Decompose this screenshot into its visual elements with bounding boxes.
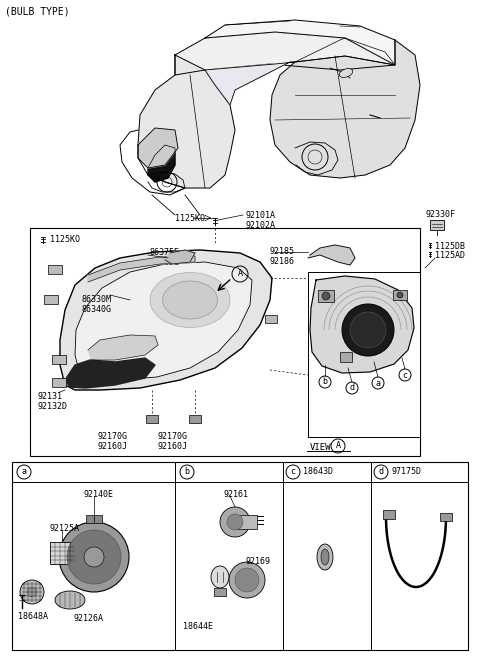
Ellipse shape [211, 566, 229, 588]
Bar [235, 515, 257, 529]
Bar [308, 272, 420, 437]
Ellipse shape [150, 272, 230, 327]
Text: a: a [22, 468, 26, 476]
Bar [30, 228, 420, 456]
Polygon shape [308, 245, 355, 265]
Text: 92170G: 92170G [158, 432, 188, 441]
Text: 1125AD: 1125AD [435, 251, 465, 260]
Text: c: c [403, 371, 408, 380]
Circle shape [235, 568, 259, 592]
Text: 92186: 92186 [270, 257, 295, 266]
Text: 92160J: 92160J [158, 442, 188, 451]
Text: 92185: 92185 [270, 247, 295, 256]
Text: 18644E: 18644E [183, 622, 213, 631]
Text: 92126A: 92126A [74, 614, 104, 623]
Bar [393, 290, 407, 300]
Bar [48, 265, 62, 274]
Bar [430, 220, 444, 230]
Text: 92169: 92169 [245, 557, 270, 566]
Text: 86340G: 86340G [82, 305, 112, 314]
Ellipse shape [321, 549, 329, 565]
Polygon shape [165, 250, 195, 264]
Bar [189, 415, 201, 423]
Text: b: b [184, 468, 190, 476]
Text: 92170G: 92170G [98, 432, 128, 441]
Ellipse shape [339, 68, 353, 77]
Text: d: d [349, 384, 355, 392]
Polygon shape [60, 250, 272, 390]
Ellipse shape [317, 544, 333, 570]
Bar [265, 315, 277, 323]
Polygon shape [138, 128, 178, 168]
Circle shape [397, 292, 403, 298]
Bar [86, 515, 102, 523]
Bar [12, 462, 468, 650]
Bar [52, 378, 66, 387]
Circle shape [229, 562, 265, 598]
Text: c: c [290, 468, 296, 476]
Text: 1125KO: 1125KO [50, 235, 80, 244]
Text: 92330F: 92330F [425, 210, 455, 219]
Polygon shape [75, 262, 252, 380]
Text: 92140E: 92140E [84, 490, 114, 499]
Polygon shape [148, 145, 175, 182]
Circle shape [322, 292, 330, 300]
Bar [146, 415, 158, 423]
Text: 97175D: 97175D [391, 467, 421, 476]
Bar [52, 355, 66, 364]
Polygon shape [88, 335, 158, 360]
Text: 92132D: 92132D [38, 402, 68, 411]
Bar [44, 295, 58, 304]
Text: A: A [238, 270, 242, 279]
Text: 1125KO: 1125KO [175, 214, 205, 223]
Text: 18648A: 18648A [18, 612, 48, 621]
Text: 92160J: 92160J [98, 442, 128, 451]
Circle shape [67, 530, 121, 584]
Polygon shape [270, 40, 420, 178]
Bar [214, 588, 226, 596]
Bar [440, 513, 452, 521]
Circle shape [20, 580, 44, 604]
Polygon shape [175, 32, 395, 75]
Text: 92161: 92161 [223, 490, 248, 499]
Polygon shape [138, 55, 235, 188]
Text: 92102A: 92102A [245, 221, 275, 230]
Circle shape [84, 547, 104, 567]
Circle shape [59, 522, 129, 592]
Text: 86365E: 86365E [150, 258, 180, 267]
Bar [340, 352, 352, 362]
Text: 86375E: 86375E [150, 248, 180, 257]
Bar [318, 290, 334, 302]
Text: VIEW: VIEW [310, 443, 332, 452]
Circle shape [350, 312, 386, 348]
Text: 1125DB: 1125DB [435, 242, 465, 251]
Text: (BULB TYPE): (BULB TYPE) [5, 6, 70, 16]
Text: A: A [336, 441, 340, 451]
Text: 92131: 92131 [38, 392, 63, 401]
Bar [50, 542, 74, 564]
Text: d: d [379, 468, 384, 476]
Polygon shape [310, 276, 414, 373]
Text: 86330M: 86330M [82, 295, 112, 304]
Ellipse shape [163, 281, 217, 319]
Text: b: b [323, 377, 327, 386]
Ellipse shape [55, 591, 85, 609]
Circle shape [27, 587, 37, 597]
Polygon shape [65, 358, 155, 388]
Polygon shape [205, 62, 295, 105]
Text: 18643D: 18643D [303, 467, 333, 476]
Polygon shape [88, 256, 195, 282]
Text: a: a [375, 379, 381, 388]
Circle shape [220, 507, 250, 537]
Bar [383, 510, 395, 519]
Text: 92125A: 92125A [50, 524, 80, 533]
Circle shape [227, 514, 243, 530]
Polygon shape [205, 20, 395, 65]
Text: 92101A: 92101A [245, 211, 275, 220]
Circle shape [342, 304, 394, 356]
